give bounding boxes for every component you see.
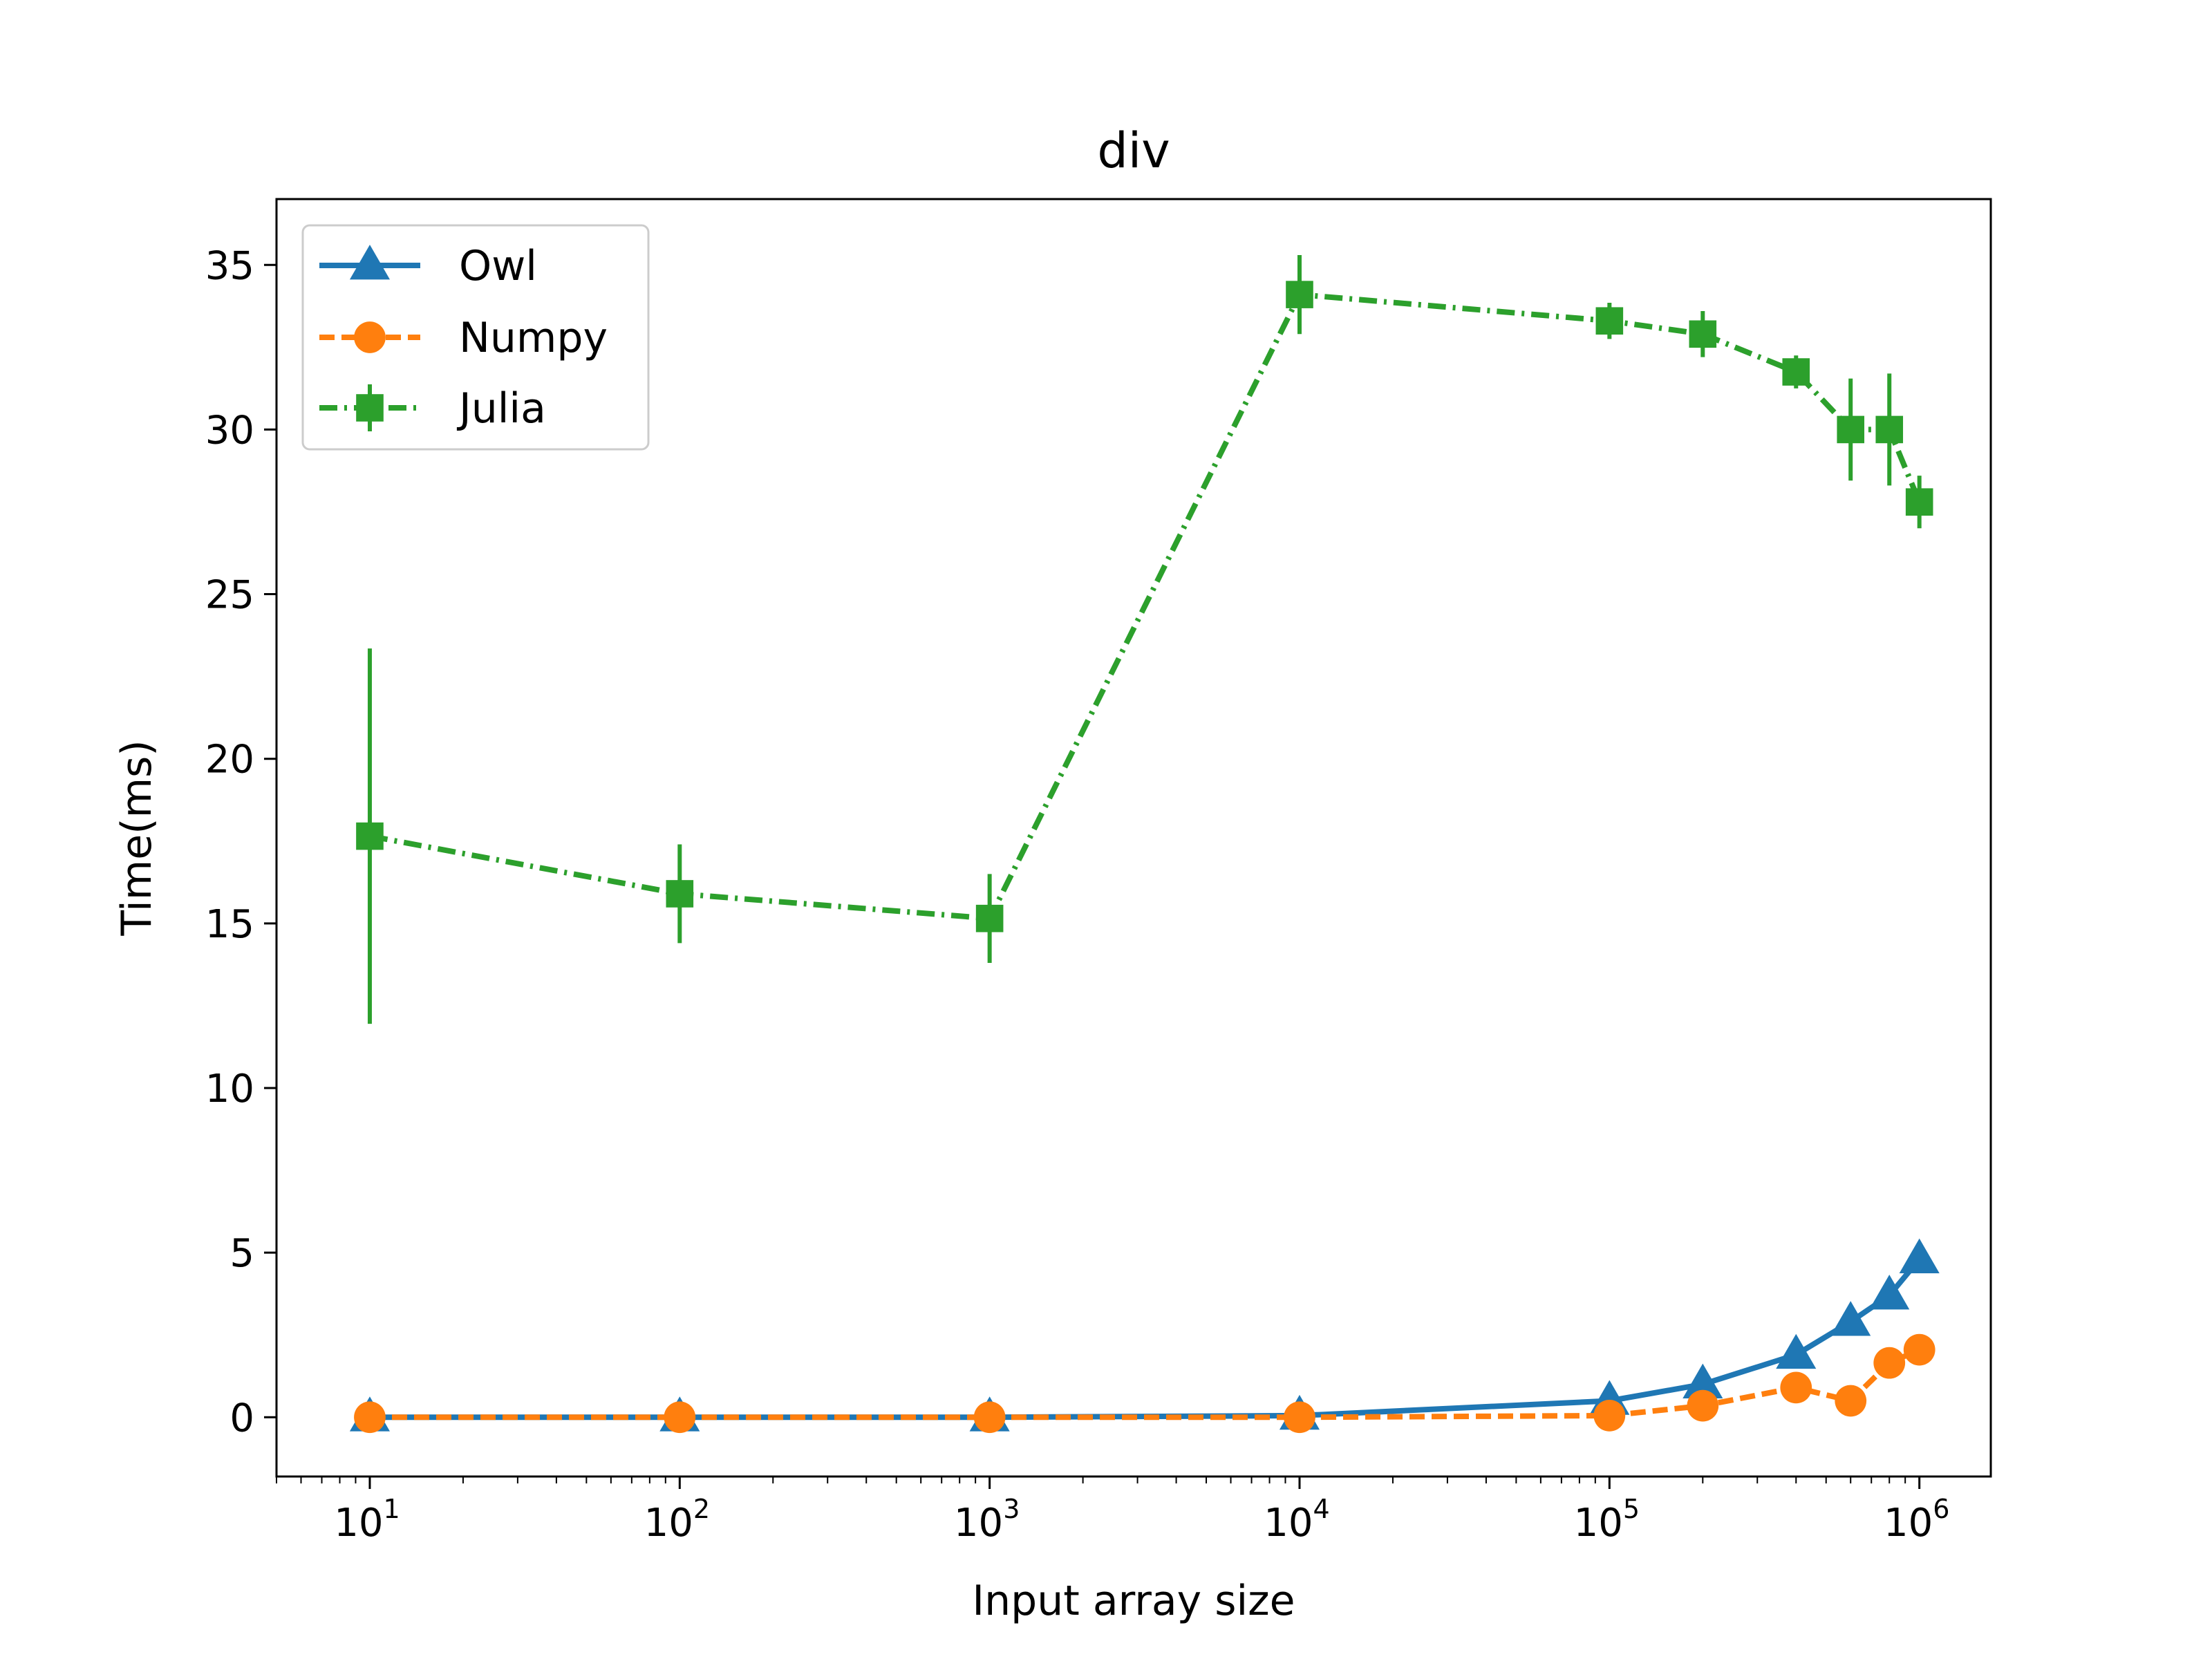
numpy-marker <box>1780 1371 1812 1404</box>
legend-item-julia: Julia <box>319 384 546 433</box>
chart-title: div <box>1097 122 1170 179</box>
julia-marker <box>1595 307 1624 335</box>
x-tick-label: 106 <box>1884 1494 1949 1546</box>
y-axis-label: Time(ms) <box>113 740 161 936</box>
x-tick-label: 102 <box>644 1494 710 1546</box>
numpy-marker <box>1593 1400 1626 1432</box>
series-line-julia <box>369 292 1922 921</box>
series-line-numpy <box>370 1347 1921 1421</box>
numpy-marker <box>1835 1385 1867 1417</box>
owl-marker <box>1683 1363 1723 1398</box>
owl-marker <box>1776 1333 1817 1369</box>
y-tick-label: 15 <box>205 902 254 947</box>
x-tick-label: 104 <box>1264 1494 1329 1546</box>
y-tick-label: 20 <box>205 738 254 782</box>
legend-box <box>301 224 650 451</box>
numpy-marker <box>1284 1401 1315 1434</box>
owl-marker <box>349 244 391 280</box>
julia-marker <box>1905 488 1933 516</box>
owl-marker <box>1869 1275 1910 1310</box>
y-tick-label: 30 <box>205 408 254 453</box>
julia-marker <box>1875 415 1904 444</box>
legend-label: Julia <box>456 384 546 433</box>
julia-marker <box>1782 358 1810 386</box>
owl-marker <box>1830 1301 1871 1336</box>
julia-marker <box>1837 415 1865 444</box>
julia-marker <box>666 880 694 908</box>
legend-label: Numpy <box>459 314 608 362</box>
legend-item-owl: Owl <box>319 242 537 290</box>
julia-marker <box>356 822 384 850</box>
numpy-marker <box>664 1401 696 1434</box>
legend: Owl Numpy Julia <box>301 224 650 451</box>
numpy-marker <box>354 321 386 353</box>
legend-item-numpy: Numpy <box>319 314 608 362</box>
y-tick-label: 5 <box>229 1231 254 1276</box>
owl-marker <box>1899 1238 1940 1273</box>
x-axis-label: Input array size <box>972 1577 1295 1625</box>
julia-marker <box>1286 281 1313 308</box>
x-tick-label: 101 <box>334 1494 400 1546</box>
numpy-marker <box>1873 1347 1906 1379</box>
julia-marker <box>1689 320 1717 348</box>
julia-marker <box>975 904 1004 932</box>
x-axis-ticks: 101 102 103 104 105 106 <box>276 1477 1949 1546</box>
y-tick-label: 25 <box>205 573 254 618</box>
y-tick-label: 10 <box>205 1067 254 1112</box>
series-numpy <box>354 1333 1936 1434</box>
numpy-marker <box>1687 1389 1719 1422</box>
series-julia <box>356 254 1933 1024</box>
y-tick-label: 35 <box>205 243 254 288</box>
julia-marker <box>356 394 384 422</box>
legend-label: Owl <box>459 242 537 290</box>
numpy-marker <box>354 1401 386 1434</box>
x-tick-label: 103 <box>954 1494 1020 1546</box>
y-tick-label: 0 <box>229 1396 254 1441</box>
numpy-marker <box>1903 1333 1936 1366</box>
numpy-marker <box>973 1401 1006 1434</box>
x-tick-label: 105 <box>1574 1494 1640 1546</box>
axes-frame <box>275 198 1992 1478</box>
y-axis-ticks: 0 5 10 15 20 25 30 35 <box>205 243 276 1441</box>
series-layer <box>349 254 1940 1434</box>
